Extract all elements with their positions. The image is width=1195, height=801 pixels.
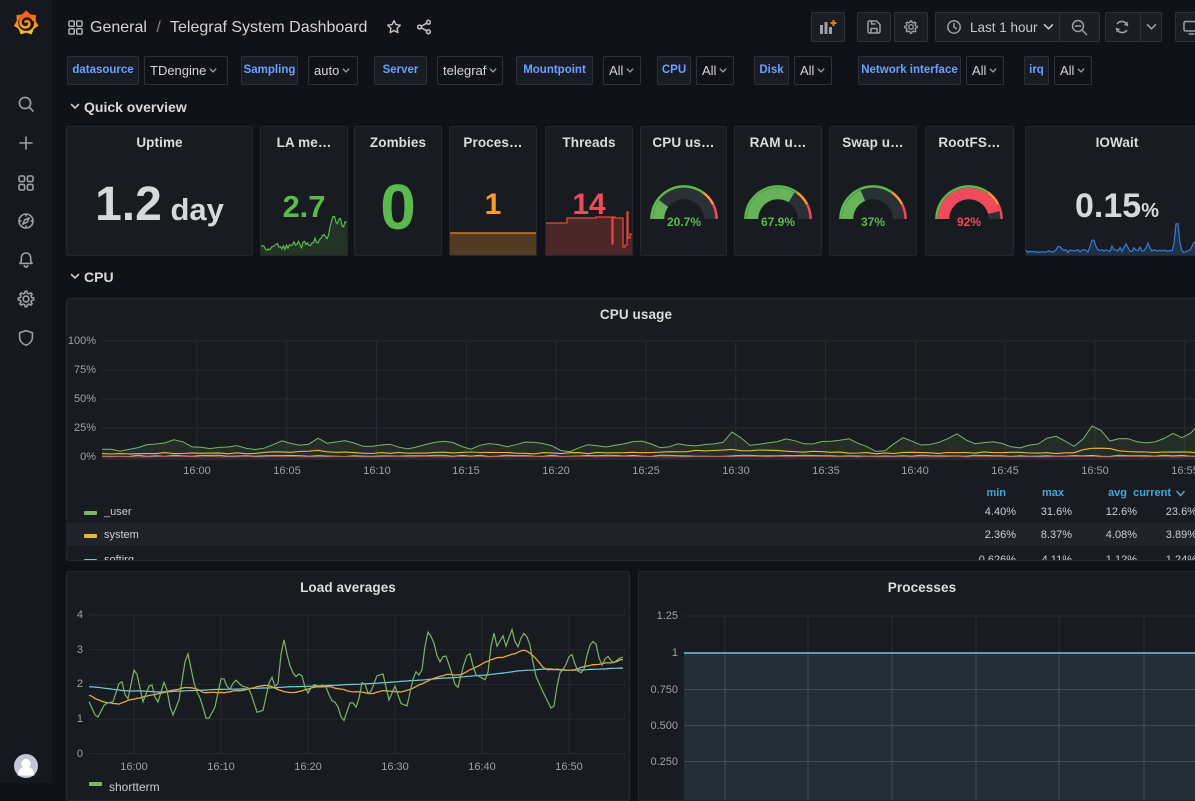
svg-text:20.7%: 20.7%	[667, 215, 701, 229]
svg-text:67.9%: 67.9%	[761, 215, 795, 229]
svg-text:92%: 92%	[957, 215, 981, 229]
svg-text:37%: 37%	[861, 215, 885, 229]
